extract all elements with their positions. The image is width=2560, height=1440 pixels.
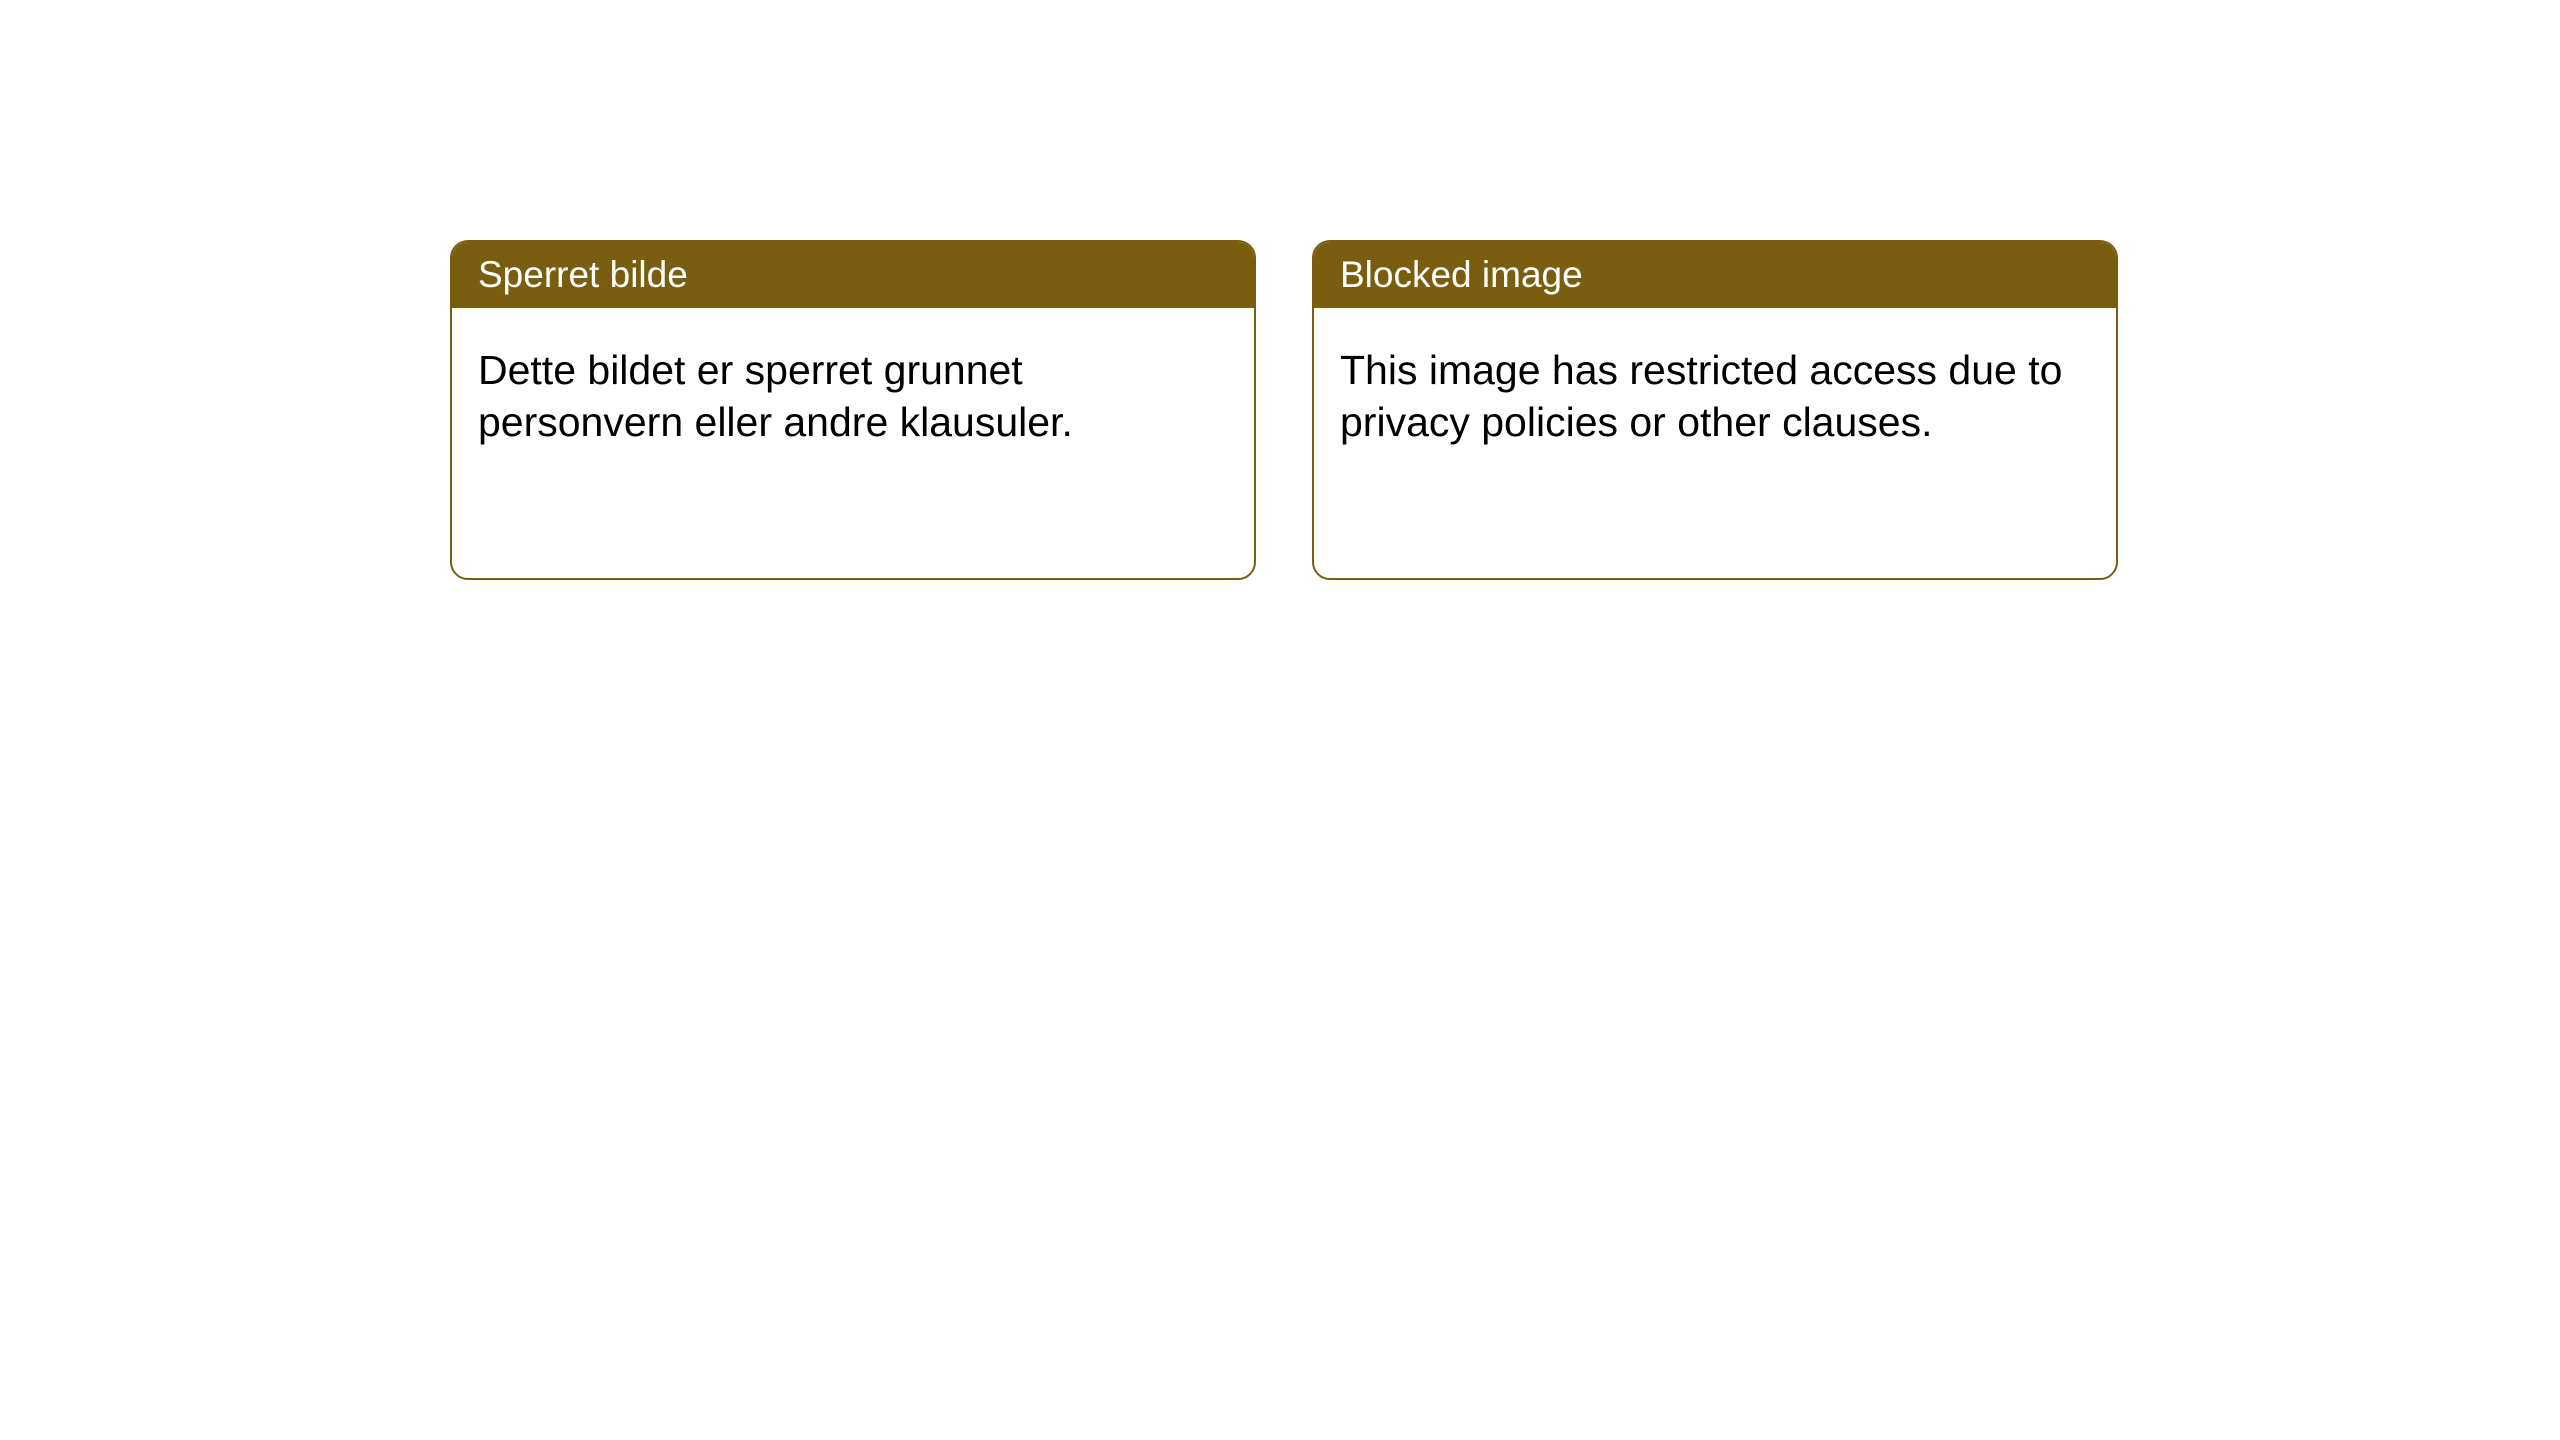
notice-card-title: Blocked image [1340, 254, 1583, 295]
notice-card-english: Blocked image This image has restricted … [1312, 240, 2118, 580]
notice-card-body-text: Dette bildet er sperret grunnet personve… [478, 347, 1073, 445]
notice-card-header: Sperret bilde [452, 242, 1254, 308]
notice-card-title: Sperret bilde [478, 254, 688, 295]
notice-cards-container: Sperret bilde Dette bildet er sperret gr… [450, 240, 2118, 580]
notice-card-body: Dette bildet er sperret grunnet personve… [452, 308, 1254, 578]
notice-card-header: Blocked image [1314, 242, 2116, 308]
notice-card-body-text: This image has restricted access due to … [1340, 347, 2062, 445]
notice-card-body: This image has restricted access due to … [1314, 308, 2116, 578]
notice-card-norwegian: Sperret bilde Dette bildet er sperret gr… [450, 240, 1256, 580]
